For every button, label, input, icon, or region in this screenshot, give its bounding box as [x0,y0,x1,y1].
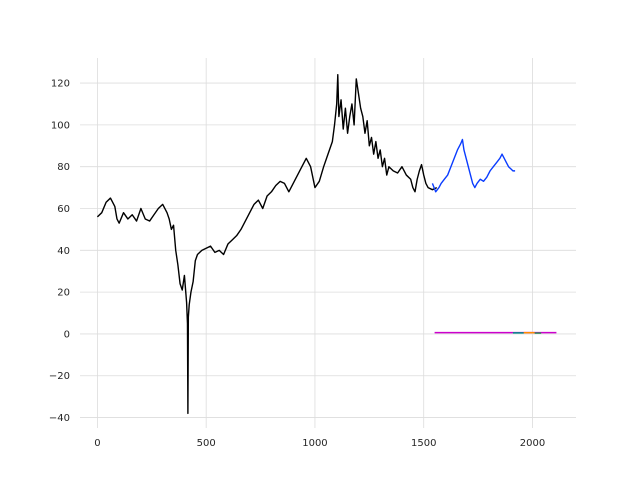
y-tick-label: 120 [51,79,70,90]
y-tick-label: 20 [57,288,70,299]
x-tick-label: 0 [94,438,100,449]
series-line-2 [431,138,516,193]
y-tick-label: 60 [57,204,70,215]
y-axis-ticks: −40 −20 0 20 40 60 80 100 120 [49,79,70,424]
x-tick-label: 1000 [302,438,327,449]
x-tick-label: 2000 [520,438,545,449]
grid [80,58,576,428]
y-tick-label: 100 [51,120,70,131]
series-line-1 [96,74,438,415]
y-tick-label: 40 [57,246,70,257]
x-tick-label: 500 [197,438,216,449]
y-tick-label: −40 [49,413,70,424]
y-tick-label: −20 [49,371,70,382]
x-tick-label: 1500 [411,438,436,449]
y-tick-label: 0 [64,329,70,340]
y-tick-label: 80 [57,162,70,173]
x-axis-ticks: 0 500 1000 1500 2000 [94,438,545,449]
series-layer [96,74,557,415]
